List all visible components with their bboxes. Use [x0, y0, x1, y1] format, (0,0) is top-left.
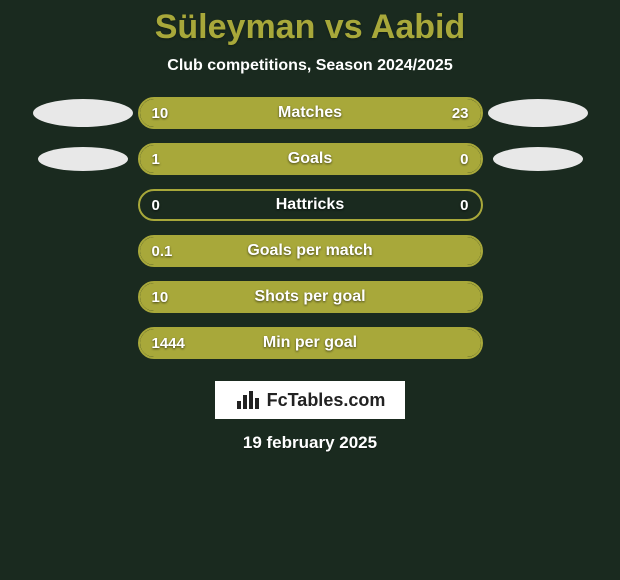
- stat-value-left: 0: [152, 191, 160, 219]
- player-right-avatar: [483, 99, 593, 127]
- bar-fill-full: [140, 237, 481, 265]
- watermark-badge: FcTables.com: [215, 381, 406, 419]
- avatar-placeholder: [33, 99, 133, 127]
- player-left-avatar: [28, 147, 138, 171]
- comparison-infographic: Süleyman vs Aabid Club competitions, Sea…: [0, 0, 620, 453]
- stat-label: Hattricks: [140, 191, 481, 219]
- bar-fill-full: [140, 329, 481, 357]
- stat-row: 10Shots per goal: [0, 281, 620, 313]
- player-left-avatar: [28, 99, 138, 127]
- subtitle: Club competitions, Season 2024/2025: [0, 57, 620, 75]
- stat-value-right: 23: [452, 99, 469, 127]
- date-text: 19 february 2025: [0, 433, 620, 453]
- stat-bar: 1444Min per goal: [138, 327, 483, 359]
- bar-fill-left: [140, 145, 396, 173]
- bar-fill-full: [140, 283, 481, 311]
- stat-row: 0.1Goals per match: [0, 235, 620, 267]
- stat-bar: 10Shots per goal: [138, 281, 483, 313]
- stat-row: 0 0Hattricks: [0, 189, 620, 221]
- page-title: Süleyman vs Aabid: [0, 8, 620, 47]
- avatar-placeholder: [493, 147, 583, 171]
- stat-value-left: 1444: [152, 329, 185, 357]
- stat-bar: 0.1Goals per match: [138, 235, 483, 267]
- watermark-text: FcTables.com: [267, 390, 386, 411]
- stat-row: 1023Matches: [0, 97, 620, 129]
- avatar-placeholder: [488, 99, 588, 127]
- avatar-placeholder: [38, 147, 128, 171]
- stats-rows: 1023Matches10Goals00Hattricks0.1Goals pe…: [0, 97, 620, 359]
- stat-bar: 1023Matches: [138, 97, 483, 129]
- player-right-avatar: [483, 147, 593, 171]
- stat-row: 1444Min per goal: [0, 327, 620, 359]
- bars-icon: [235, 389, 261, 411]
- stat-value-right: 0: [460, 145, 468, 173]
- stat-value-left: 0.1: [152, 237, 173, 265]
- stat-value-right: 0: [460, 191, 468, 219]
- stat-row: 10Goals: [0, 143, 620, 175]
- stat-bar: 0 0Hattricks: [138, 189, 483, 221]
- stat-value-left: 10: [152, 99, 169, 127]
- stat-value-left: 1: [152, 145, 160, 173]
- bar-fill-right: [243, 99, 481, 127]
- stat-bar: 10Goals: [138, 143, 483, 175]
- stat-value-left: 10: [152, 283, 169, 311]
